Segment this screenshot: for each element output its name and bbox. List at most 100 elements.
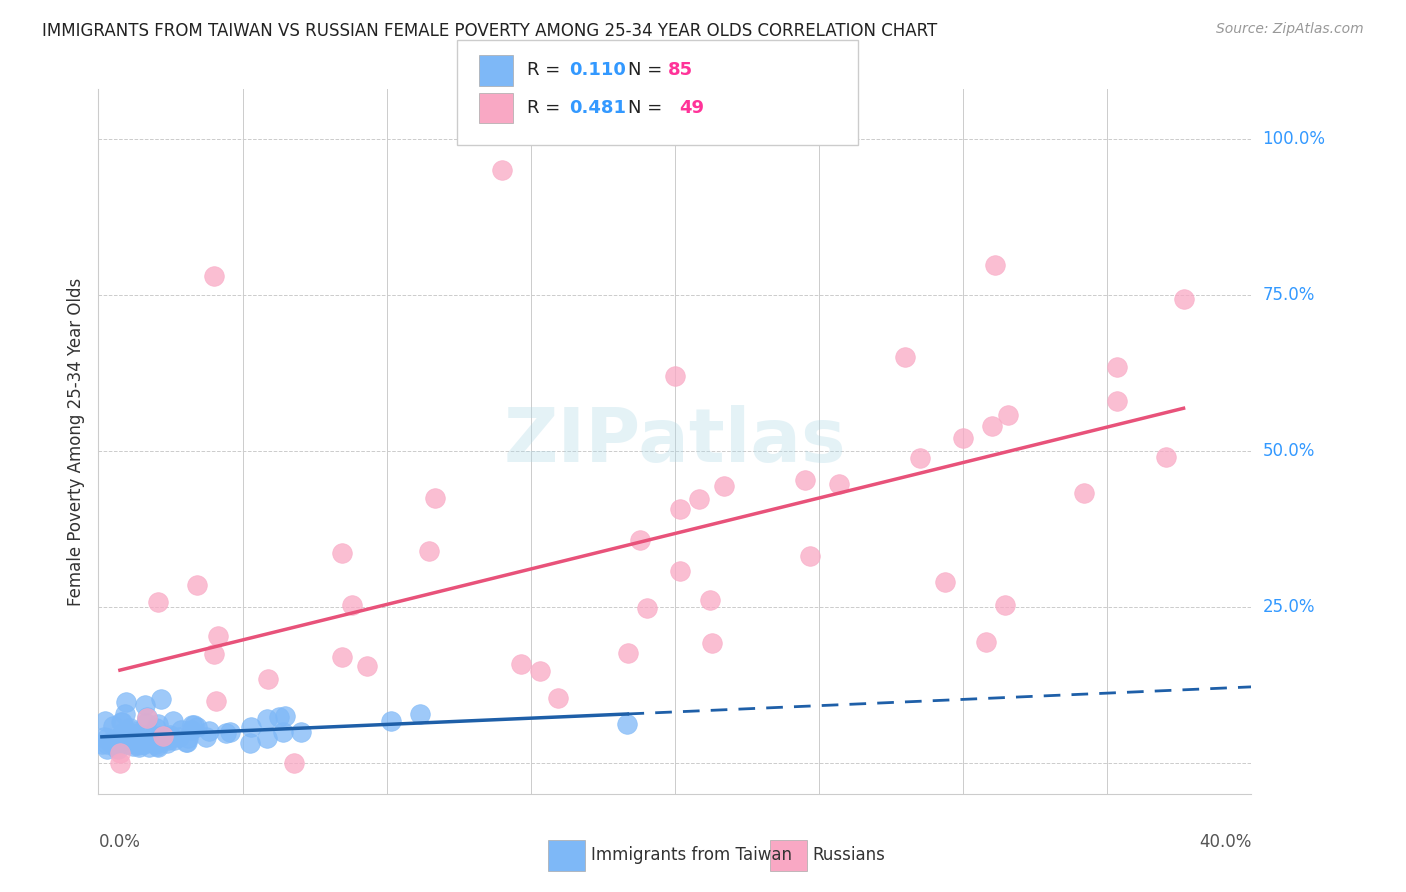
Point [1105,393,1128,408]
Point [202,269,225,284]
Point [134,734,156,748]
Point [135,728,157,742]
Point [219,725,242,739]
Text: 100.0%: 100.0% [1263,130,1326,148]
Point [177,731,200,746]
Point [114,707,136,722]
Point [202,648,225,662]
Point [799,549,821,564]
Point [105,737,128,751]
Text: Immigrants from Taiwan: Immigrants from Taiwan [591,847,792,864]
Point [103,719,125,733]
Point [111,726,134,740]
Text: 25.0%: 25.0% [1263,598,1315,615]
Point [131,734,153,748]
Point [409,706,432,721]
Point [636,600,658,615]
Point [547,690,569,705]
Point [828,477,851,491]
Point [509,657,531,672]
Point [121,723,143,738]
Point [93,731,115,745]
Point [156,735,179,749]
Point [108,746,131,760]
Point [149,729,172,743]
Text: N =: N = [628,62,668,79]
Point [894,351,917,365]
Text: 0.0%: 0.0% [98,832,141,851]
Point [908,451,931,466]
Point [204,694,226,708]
Point [96,731,118,745]
Point [342,598,364,612]
Point [529,664,551,678]
Point [104,731,127,745]
Point [170,723,193,737]
Point [356,659,378,673]
Point [135,711,157,725]
Point [194,730,217,744]
Point [669,502,692,516]
Text: 75.0%: 75.0% [1263,286,1315,304]
Point [713,479,735,493]
Point [117,726,139,740]
Point [110,715,132,730]
Point [980,419,1002,434]
Point [117,724,139,739]
Text: R =: R = [527,99,567,117]
Point [122,739,145,754]
Point [700,636,723,650]
Point [793,473,815,487]
Point [159,730,181,744]
Point [141,731,163,746]
Point [256,712,278,726]
Point [118,721,141,735]
Point [1105,360,1128,375]
Point [240,720,263,734]
Point [121,725,143,739]
Point [186,578,208,592]
Text: 0.481: 0.481 [569,99,627,117]
Point [103,738,125,752]
Point [117,731,139,746]
Point [668,564,690,578]
Point [197,724,219,739]
Point [146,716,169,731]
Point [156,732,179,747]
Point [131,737,153,751]
Point [107,731,129,746]
Point [699,592,721,607]
Point [146,595,169,609]
Point [274,709,297,723]
Point [283,756,305,770]
Point [167,730,190,744]
Point [273,724,295,739]
Text: 40.0%: 40.0% [1199,832,1251,851]
Point [105,740,128,755]
Point [107,741,129,756]
Point [115,695,138,709]
Text: N =: N = [628,99,668,117]
Text: 0.110: 0.110 [569,62,626,79]
Point [135,715,157,730]
Point [984,258,1007,272]
Point [146,739,169,754]
Point [127,735,149,749]
Text: 85: 85 [668,62,693,79]
Point [134,737,156,751]
Point [176,735,198,749]
Point [974,635,997,649]
Point [418,544,440,558]
Point [1073,486,1095,500]
Point [330,650,353,665]
Point [157,731,180,745]
Point [491,163,513,178]
Point [1154,450,1177,464]
Point [128,736,150,750]
Text: ZIPatlas: ZIPatlas [503,405,846,478]
Point [138,740,160,755]
Point [111,714,134,729]
Point [125,727,148,741]
Point [688,491,710,506]
Point [664,369,686,384]
